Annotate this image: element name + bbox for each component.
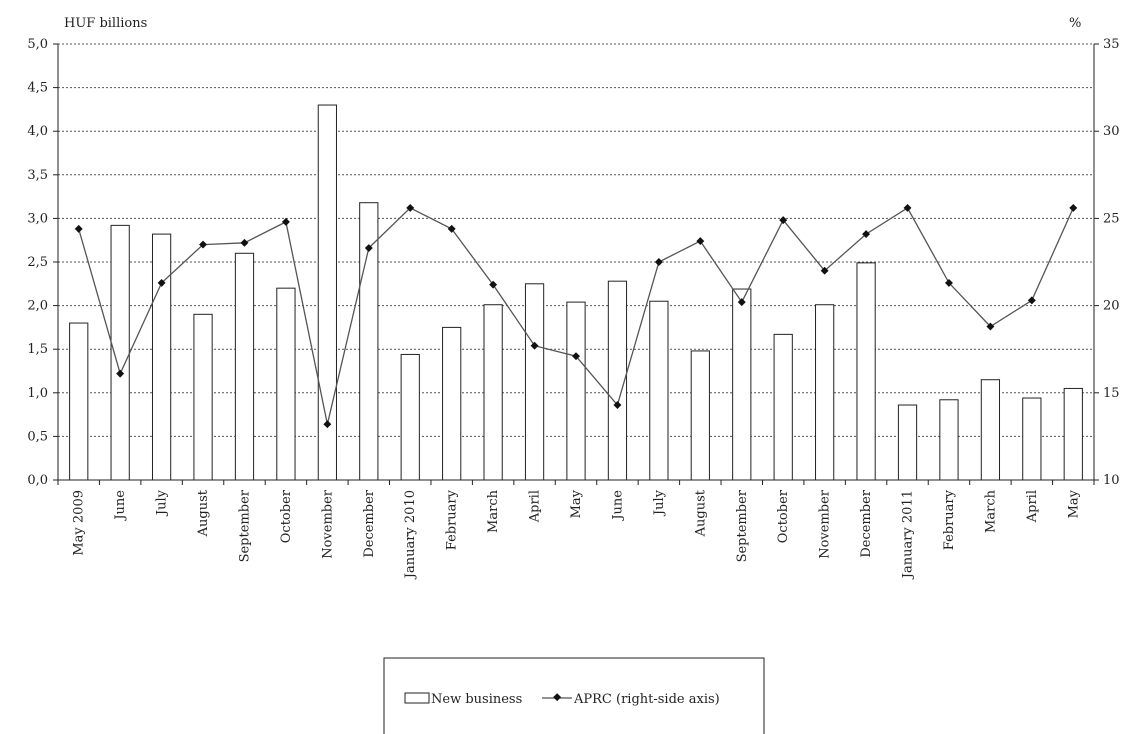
x-tick-label: November — [320, 489, 335, 559]
bar — [193, 313, 213, 481]
aprc-point — [903, 203, 912, 212]
left-tick-label: 0,5 — [27, 429, 48, 444]
x-tick-label: June — [610, 490, 625, 522]
left-axis-title: HUF billions — [64, 16, 147, 31]
aprc-point — [323, 420, 332, 429]
bar — [151, 233, 172, 481]
x-tick-label: September — [735, 489, 750, 562]
left-tick-label: 5,0 — [27, 37, 48, 52]
left-tick-label: 1,0 — [27, 386, 48, 401]
aprc-point — [945, 278, 953, 287]
aprc-point — [654, 258, 663, 266]
x-tick-label: July — [652, 489, 667, 517]
x-tick-label: November — [818, 489, 833, 559]
bar — [690, 350, 710, 481]
left-tick-label: 2,5 — [27, 255, 48, 270]
bar — [442, 326, 462, 481]
left-tick-label: 4,5 — [27, 81, 48, 96]
legend-bar-swatch — [404, 692, 430, 704]
aprc-point — [489, 280, 498, 289]
aprc-point — [406, 203, 415, 212]
aprc-point — [1027, 296, 1036, 305]
bar — [1022, 397, 1042, 481]
bar — [234, 252, 255, 481]
bar — [732, 288, 752, 481]
bar — [1063, 387, 1083, 481]
left-tick-label: 0,0 — [27, 473, 48, 488]
bar — [483, 304, 503, 481]
x-tick-label: October — [279, 489, 294, 543]
aprc-point — [779, 216, 788, 225]
x-tick-label: May 2009 — [72, 490, 87, 556]
x-tick-label: December — [859, 489, 874, 557]
right-axis-title: % — [1069, 16, 1081, 31]
right-tick-label: 35 — [1103, 37, 1120, 52]
bar — [524, 283, 545, 481]
bar-series-new-business — [69, 104, 1083, 481]
left-tick-label: 3,5 — [27, 168, 48, 183]
bar — [69, 322, 89, 481]
x-tick-label: April — [1025, 490, 1040, 523]
x-tick-label: March — [983, 489, 998, 533]
bar — [815, 304, 835, 481]
legend: New business APRC (right-side axis) — [383, 657, 765, 734]
legend-box — [383, 657, 765, 734]
x-tick-label: February — [445, 489, 460, 550]
left-axis-ticks: 0,0 0,5 1,0 1,5 2,0 2,5 3,0 3,5 4,0 4,5 5,0 — [27, 37, 58, 488]
bar — [980, 379, 1001, 481]
x-tick-label: March — [486, 489, 501, 533]
x-tick-label: September — [237, 489, 252, 562]
right-tick-label: 15 — [1103, 386, 1120, 401]
aprc-point — [696, 237, 705, 246]
aprc-point — [199, 240, 207, 249]
x-tick-label: January 2011 — [901, 490, 916, 580]
aprc-point — [157, 278, 166, 287]
aprc-point — [74, 224, 83, 233]
x-tick-label: May — [569, 489, 584, 518]
aprc-point — [447, 224, 456, 233]
bar — [276, 287, 296, 481]
aprc-point — [364, 244, 373, 253]
x-tick-label: February — [942, 489, 957, 550]
bar — [897, 404, 918, 481]
left-tick-label: 4,0 — [27, 124, 48, 139]
aprc-point — [986, 322, 995, 331]
aprc-point — [1069, 203, 1078, 212]
bar — [856, 262, 876, 481]
right-tick-label: 20 — [1103, 299, 1120, 314]
bar — [566, 301, 586, 481]
bar — [939, 399, 959, 481]
legend-label-new-business: New business — [431, 692, 522, 707]
bar — [400, 353, 420, 481]
left-tick-label: 3,0 — [27, 211, 48, 226]
x-tick-label: August — [693, 489, 708, 537]
left-tick-label: 1,5 — [27, 342, 48, 357]
right-tick-label: 25 — [1103, 211, 1120, 226]
right-tick-label: 30 — [1103, 124, 1120, 139]
aprc-point — [281, 217, 290, 226]
right-axis-ticks: 10 15 20 25 30 35 — [1094, 37, 1120, 488]
x-tick-label: December — [362, 489, 377, 557]
aprc-point — [240, 238, 249, 247]
x-tick-label: May — [1066, 489, 1081, 518]
x-axis-ticks: May 2009 June July August September October No… — [57, 480, 1095, 580]
left-tick-label: 2,0 — [27, 299, 48, 314]
x-tick-label: June — [113, 490, 128, 522]
right-tick-label: 10 — [1103, 473, 1120, 488]
x-tick-label: August — [196, 489, 211, 537]
x-tick-label: April — [528, 490, 543, 523]
bar — [649, 300, 669, 481]
x-tick-label: January 2010 — [403, 490, 418, 580]
bar — [773, 333, 793, 481]
x-tick-label: July — [155, 489, 170, 517]
x-tick-label: October — [776, 489, 791, 543]
aprc-point — [530, 341, 539, 350]
legend-label-aprc: APRC (right-side axis) — [573, 692, 720, 707]
